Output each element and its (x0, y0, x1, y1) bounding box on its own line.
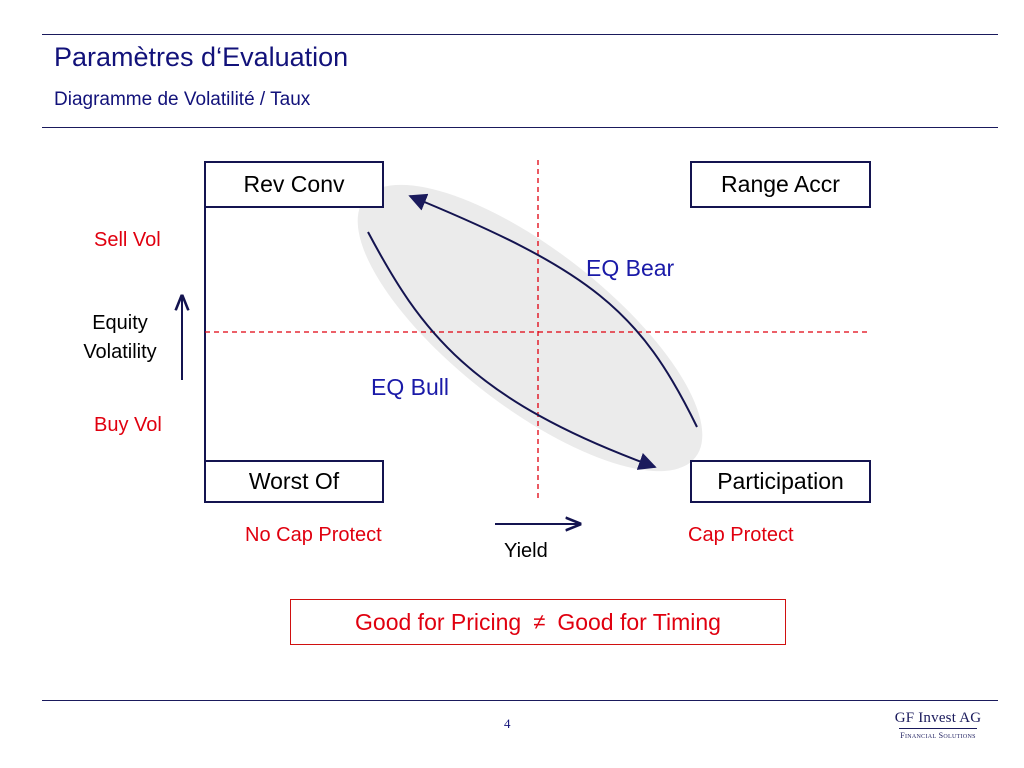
box-worst-of: Worst Of (204, 460, 384, 503)
yield-label: Yield (504, 540, 548, 562)
box-range-accr: Range Accr (690, 161, 871, 208)
box-rev-conv: Rev Conv (204, 161, 384, 208)
logo-divider (899, 728, 977, 729)
eq-bear-curve (408, 193, 698, 428)
page-subtitle: Diagramme de Volatilité / Taux (54, 89, 311, 110)
top-rule (42, 34, 998, 35)
equity-volatility-label: Equity Volatility (68, 309, 172, 367)
eq-bull-label: EQ Bull (371, 374, 449, 400)
box-participation: Participation (690, 460, 871, 503)
pricing-vs-timing-box: Good for Pricing ≠ Good for Timing (290, 599, 786, 645)
strategy-ellipse (357, 184, 703, 472)
sell-vol-label: Sell Vol (94, 229, 161, 251)
header-rule (42, 127, 998, 128)
no-cap-protect-label: No Cap Protect (245, 524, 382, 546)
company-logo: GF Invest AG Financial Solutions (880, 710, 996, 740)
cap-protect-label: Cap Protect (688, 524, 794, 546)
equity-label-line1: Equity (92, 312, 148, 334)
footer-rule (42, 700, 998, 701)
buy-vol-label: Buy Vol (94, 414, 162, 436)
eq-bear-label: EQ Bear (586, 255, 675, 281)
good-for-timing-text: Good for Timing (557, 608, 721, 635)
logo-sub-text: Financial Solutions (900, 731, 976, 740)
logo-main-text: GF Invest AG (894, 710, 982, 726)
eq-bull-curve (367, 231, 657, 470)
equity-label-line2: Volatility (83, 341, 157, 363)
page-number: 4 (504, 716, 511, 731)
page-title: Paramètres d‘Evaluation (54, 42, 349, 72)
not-equal-symbol: ≠ (533, 609, 546, 634)
good-for-pricing-text: Good for Pricing (355, 608, 522, 635)
